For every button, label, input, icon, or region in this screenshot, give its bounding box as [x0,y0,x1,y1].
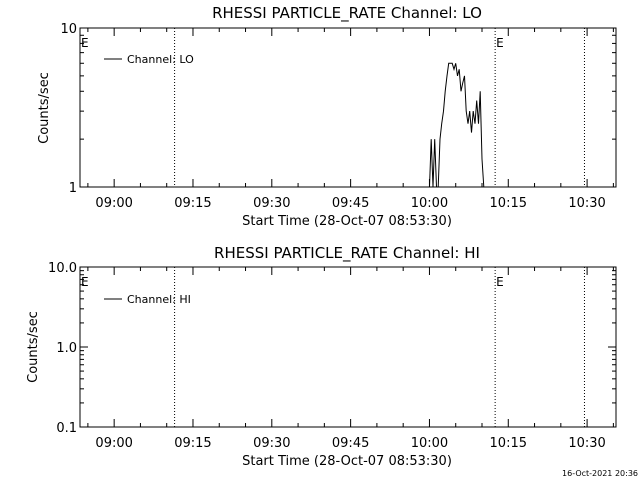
y-axis-label: Counts/sec [26,311,41,383]
series-line [429,62,485,188]
plot-frame [79,27,617,188]
chart-marks: 09:00 09:15 09:30 09:45 10:00 10:15 10:30 0.1 1.… [48,261,616,451]
legend-label: Channel: LO [127,53,194,66]
event-marker-label: E [496,275,504,289]
chart-title: RHESSI PARTICLE_RATE Channel: LO [212,4,482,23]
chart-title: RHESSI PARTICLE_RATE Channel: HI [214,244,480,263]
x-tick-label: 09:00 [95,436,132,451]
event-marker-label: E [496,36,504,50]
chart-panel-hi: RHESSI PARTICLE_RATE Channel: HI 09:00 09… [26,244,617,469]
y-tick-label: 10 [60,22,77,37]
x-tick-label: 10:15 [490,436,527,451]
event-marker-label: E [81,36,89,50]
y-tick-label: 1.0 [56,341,77,356]
y-tick-label: 1 [69,181,77,196]
x-tick-label: 09:15 [174,196,211,211]
x-tick-label: 09:45 [332,436,369,451]
y-tick-label: 10.0 [48,261,77,276]
x-tick-label: 09:45 [332,196,369,211]
x-tick-label: 10:15 [490,196,527,211]
x-tick-label: 09:30 [253,196,290,211]
x-axis-label: Start Time (28-Oct-07 08:53:30) [242,454,452,469]
y-axis-label: Counts/sec [37,72,52,144]
y-tick-label: 0.1 [56,421,77,436]
chart-marks: 09:00 09:15 09:30 09:45 10:00 10:15 10:30 1 10 E E [60,22,616,211]
x-tick-label: 10:00 [411,436,448,451]
x-axis-label: Start Time (28-Oct-07 08:53:30) [242,214,452,229]
x-tick-label: 09:00 [95,196,132,211]
x-tick-label: 10:30 [568,436,605,451]
render-timestamp: 16-Oct-2021 20:36 [562,469,638,478]
legend-label: Channel: HI [127,293,191,306]
x-tick-label: 10:00 [411,196,448,211]
event-marker-label: E [81,275,89,289]
x-tick-label: 09:15 [174,436,211,451]
x-tick-label: 09:30 [253,436,290,451]
plot-frame [79,266,617,428]
chart-panel-lo: RHESSI PARTICLE_RATE Channel: LO 09:00 09… [37,4,617,229]
x-tick-label: 10:30 [568,196,605,211]
